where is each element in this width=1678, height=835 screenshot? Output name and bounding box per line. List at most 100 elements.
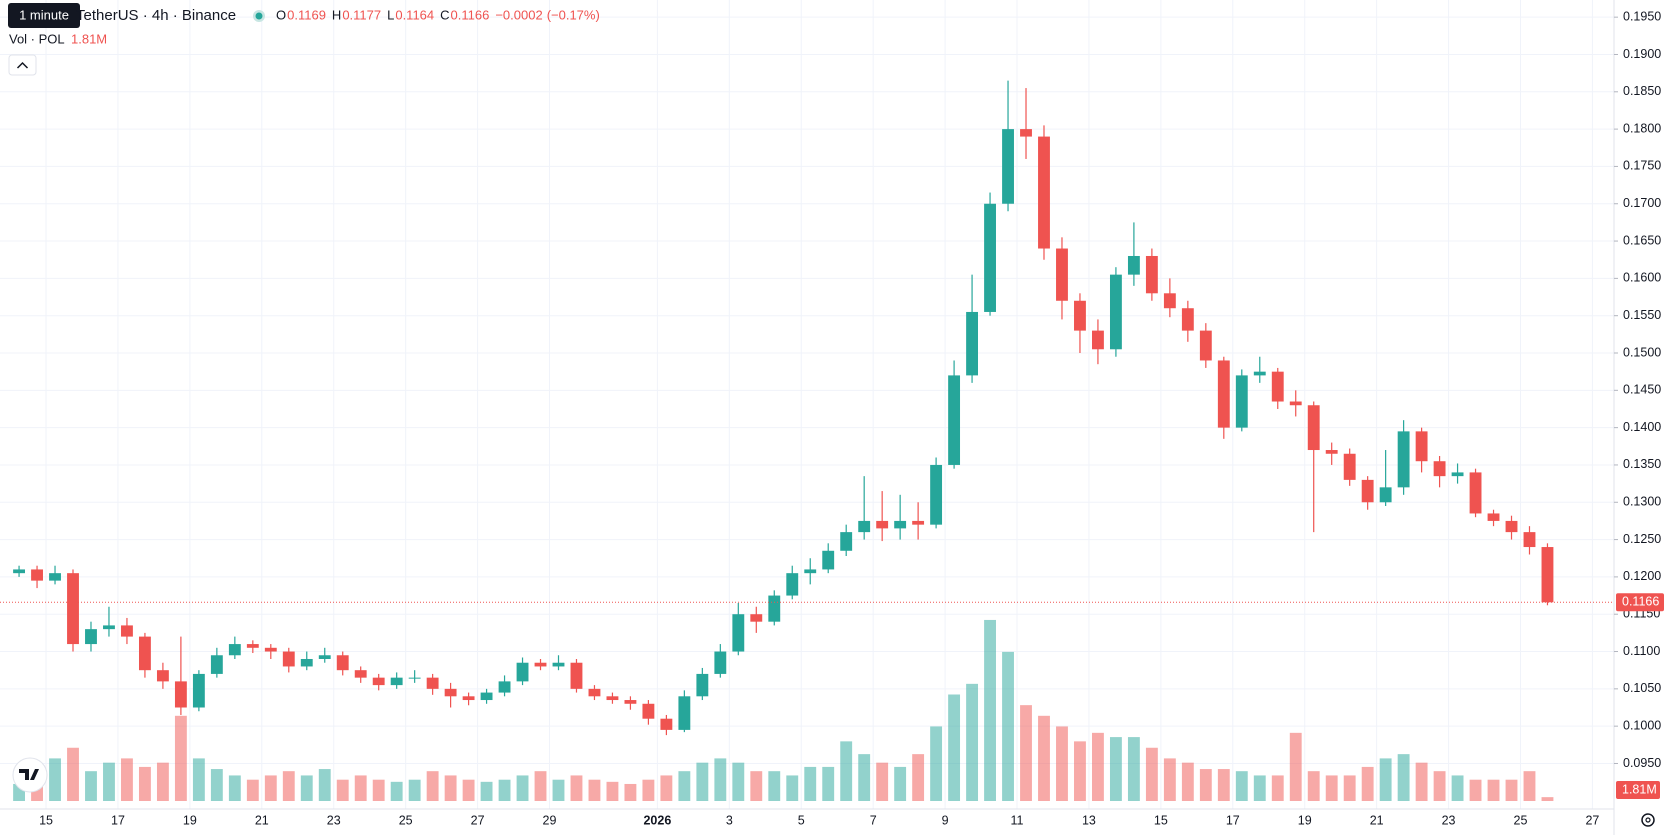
candle-body — [858, 520, 871, 533]
volume-bar — [570, 775, 583, 801]
logo-mark — [19, 769, 39, 780]
volume-bar — [85, 771, 97, 801]
candle-body — [1271, 371, 1284, 402]
x-tick-label: 25 — [399, 813, 413, 827]
volume-bar — [246, 779, 259, 801]
price-pane — [13, 80, 1554, 736]
volume-bar — [390, 781, 403, 801]
candle-body — [1217, 360, 1230, 428]
ohlc-key: L — [387, 7, 394, 22]
candle-body — [1433, 461, 1446, 477]
candle-body — [534, 662, 547, 667]
volume-bar — [444, 775, 457, 801]
volume-bar — [948, 694, 961, 801]
candle-body — [1163, 293, 1176, 309]
y-tick-label: 0.1800 — [1623, 121, 1661, 135]
candle-body — [750, 614, 763, 622]
volume-value-axis-label: 1.81M — [1622, 782, 1657, 796]
y-tick-label: 0.1650 — [1623, 233, 1661, 247]
volume-bar — [750, 771, 763, 801]
volume-pane — [13, 619, 1554, 801]
volume-bar — [354, 775, 367, 801]
volume-bar — [462, 779, 475, 801]
volume-bar — [1487, 779, 1500, 801]
candle-body — [1397, 431, 1410, 488]
volume-bar — [1020, 705, 1032, 801]
volume-bar — [174, 715, 187, 801]
volume-bar — [103, 762, 115, 801]
x-tick-label: 21 — [255, 813, 269, 827]
collapse-button[interactable] — [8, 54, 37, 76]
candle-body — [390, 677, 403, 686]
volume-bar — [1235, 771, 1248, 801]
last-price-box — [1616, 593, 1664, 612]
x-tick-label: 29 — [543, 813, 557, 827]
volume-bar — [822, 766, 835, 801]
candle-body — [1343, 453, 1356, 480]
volume-bar — [1271, 775, 1284, 801]
volume-bar — [1397, 754, 1410, 801]
volume-bar — [1056, 726, 1068, 801]
volume-bar — [678, 771, 691, 801]
tooltip: 1 minute — [19, 7, 69, 22]
candle-body — [31, 569, 43, 581]
volume-bar — [1289, 732, 1302, 801]
candle-body — [1361, 479, 1374, 503]
candle-body — [696, 673, 709, 697]
candle-body — [1199, 330, 1212, 361]
volume-bar — [1181, 762, 1194, 801]
chart-title[interactable]: TetherUS · 4h · Binance — [76, 7, 236, 24]
volume-bar — [408, 779, 421, 801]
volume-bar — [1451, 775, 1464, 801]
settings[interactable] — [1641, 813, 1655, 827]
volume-bar — [1541, 797, 1554, 801]
candle-body — [103, 625, 115, 630]
volume-bar — [192, 758, 205, 801]
volume-bar — [1523, 771, 1536, 801]
y-tick-label: 0.1850 — [1623, 84, 1661, 98]
volume-bar — [210, 769, 223, 801]
candle-body — [1109, 274, 1122, 350]
candle-body — [894, 520, 907, 529]
x-tick-label: 19 — [1298, 813, 1312, 827]
candle-body — [192, 673, 205, 708]
gear[interactable] — [1641, 813, 1655, 827]
candle-body — [876, 520, 889, 529]
candle-body — [1307, 405, 1320, 451]
candle-body — [1469, 472, 1482, 514]
y-tick-label: 0.1200 — [1623, 569, 1661, 583]
volume-bar — [732, 762, 745, 801]
change: −0.0002 — [495, 7, 542, 22]
tooltip-box — [8, 3, 80, 28]
candle-body — [156, 670, 169, 682]
volume-bar — [966, 683, 979, 801]
volume-bar — [49, 758, 61, 801]
candle-body — [930, 464, 943, 525]
volume-bar — [768, 771, 781, 801]
volume-bar — [138, 766, 151, 801]
candle-body — [1289, 401, 1302, 406]
candle-body — [1056, 248, 1068, 301]
candle-body — [606, 696, 619, 701]
volume-bar — [642, 779, 655, 801]
grid — [0, 0, 1614, 809]
x-tick-label: 27 — [1585, 813, 1599, 827]
y-tick-label: 0.1050 — [1623, 681, 1661, 695]
ohlc-value: 0.1166 — [451, 7, 490, 22]
y-tick-label: 0.1100 — [1623, 644, 1660, 658]
candle-body — [426, 677, 439, 689]
candle-body — [138, 636, 151, 671]
candle-body — [1505, 520, 1518, 533]
candle-body — [1541, 547, 1554, 603]
candle-body — [1145, 255, 1158, 294]
candle-body — [984, 203, 996, 312]
volume-bar — [1002, 651, 1014, 801]
candle-body — [1523, 532, 1536, 548]
x-tick-label: 13 — [1082, 813, 1096, 827]
y-tick-label: 0.0950 — [1623, 756, 1661, 770]
volume-bar — [67, 747, 79, 801]
volume-bar — [480, 781, 493, 801]
y-tick-label: 0.1950 — [1623, 9, 1661, 23]
volume-bar — [336, 779, 349, 801]
candle-body — [912, 520, 925, 525]
